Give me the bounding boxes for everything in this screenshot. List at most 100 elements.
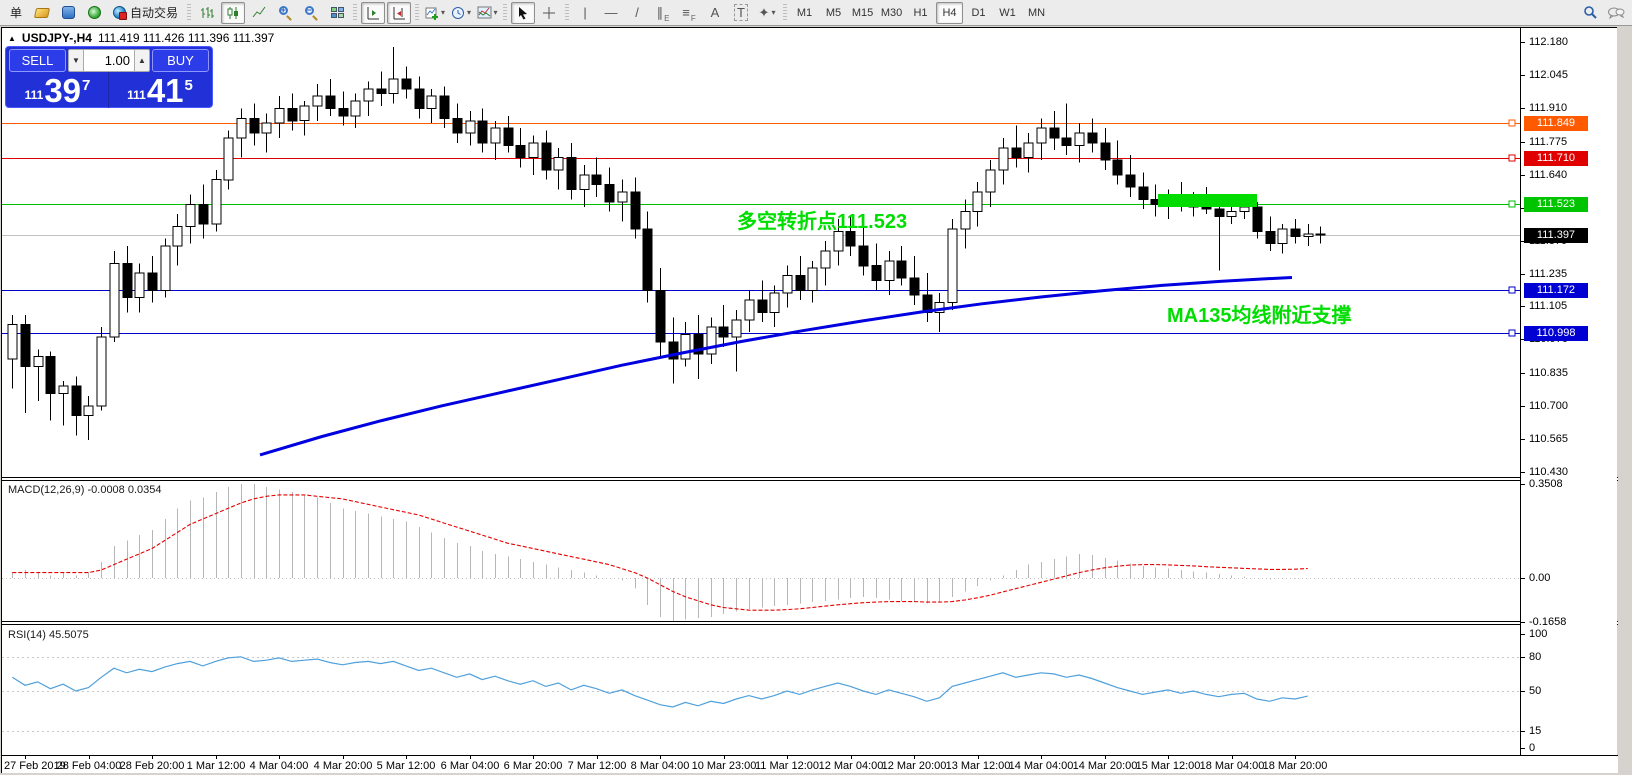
- candle-body: [1049, 127, 1060, 139]
- collapse-arrow-icon[interactable]: ▲: [8, 33, 16, 43]
- highlight-box[interactable]: [1158, 194, 1257, 207]
- timeframe-h1[interactable]: H1: [913, 6, 928, 19]
- market-watch-button[interactable]: [30, 2, 54, 24]
- time-axis-label: 7 Mar 12:00: [567, 760, 627, 772]
- periods-button[interactable]: ▾: [449, 2, 473, 24]
- cursor-button[interactable]: [511, 1, 536, 24]
- new-order-label: 单: [9, 6, 22, 20]
- macd-indicator-label: MACD(12,26,9) -0.0008 0.0354: [8, 484, 162, 496]
- macd-tick-label: 0.3508: [1529, 478, 1563, 490]
- candle-body: [172, 225, 183, 247]
- timeframe-w1[interactable]: W1: [999, 6, 1016, 19]
- line-chart-button[interactable]: [247, 2, 271, 24]
- rsi-pane[interactable]: [2, 625, 1520, 755]
- timeframe-m15[interactable]: M15: [851, 6, 874, 19]
- bar-chart-button[interactable]: [195, 2, 219, 24]
- price-axis[interactable]: 112.180 112.045 111.910 111.775 111.640 111.5…: [1520, 28, 1617, 755]
- channel-tool[interactable]: ∥ E: [651, 2, 675, 24]
- timeframe-mn[interactable]: MN: [1027, 6, 1046, 19]
- volume-up-button[interactable]: ▲: [134, 49, 150, 72]
- sell-price[interactable]: 111 39 7: [7, 72, 109, 108]
- new-order-button[interactable]: 单: [4, 2, 28, 24]
- buy-button[interactable]: BUY: [152, 49, 209, 72]
- crosshair-button[interactable]: [537, 2, 561, 24]
- price-tick-label: 112.045: [1529, 69, 1568, 81]
- text-label-tool[interactable]: T: [729, 2, 753, 24]
- zoom-in-button[interactable]: +: [273, 2, 297, 24]
- bar-chart-icon: [201, 6, 215, 18]
- candle-body: [1252, 206, 1263, 232]
- horizontal-line-tool[interactable]: —: [599, 2, 623, 24]
- vertical-line-tool[interactable]: |: [573, 2, 597, 24]
- text-tool[interactable]: A: [703, 2, 727, 24]
- time-axis[interactable]: 27 Feb 2019 28 Feb 04:00 28 Feb 20:00 1 Mar…: [2, 755, 1618, 773]
- toolbar-handle: [783, 3, 788, 22]
- time-tick-mark: [1295, 756, 1296, 759]
- macd-pane[interactable]: [2, 480, 1520, 625]
- candle-body: [1138, 186, 1149, 200]
- fibonacci-tool[interactable]: ≡ F: [677, 2, 701, 24]
- candle-body: [706, 326, 717, 355]
- timeframe-m30[interactable]: M30: [880, 6, 903, 19]
- volume-down-button[interactable]: ▼: [68, 49, 84, 72]
- level-handle[interactable]: [1508, 119, 1516, 127]
- candlestick-chart-button[interactable]: [221, 1, 246, 24]
- candle-body: [439, 95, 450, 119]
- chevron-down-icon: ▾: [467, 8, 472, 17]
- rsi-tick-label: 50: [1529, 685, 1542, 697]
- candle-body: [401, 78, 412, 90]
- time-tick-mark: [851, 756, 852, 759]
- sell-price-point: 7: [82, 77, 91, 94]
- autotrading-label: 自动交易: [130, 6, 179, 20]
- level-handle[interactable]: [1508, 154, 1516, 162]
- axis-tick-mark: [1521, 208, 1525, 209]
- autotrading-button[interactable]: 自动交易: [108, 2, 183, 24]
- level-handle[interactable]: [1508, 200, 1516, 208]
- sell-button[interactable]: SELL: [9, 49, 66, 72]
- candle-body: [528, 142, 539, 159]
- candle-body: [731, 319, 742, 338]
- zoom-out-button[interactable]: −: [299, 2, 323, 24]
- crosshair-icon: [543, 6, 556, 19]
- price-tick-label: 111.105: [1529, 300, 1568, 312]
- candle-body: [477, 120, 488, 144]
- chart-shift-button[interactable]: [387, 1, 412, 24]
- buy-price[interactable]: 111 41 5: [109, 72, 211, 108]
- pane-separator[interactable]: [2, 621, 1618, 625]
- volume-input[interactable]: [84, 49, 134, 72]
- timeframe-m5[interactable]: M5: [825, 6, 842, 19]
- level-handle[interactable]: [1508, 286, 1516, 294]
- rsi-tick-label: 0: [1529, 742, 1536, 754]
- arrows-tool[interactable]: ✦ ▾: [755, 2, 779, 24]
- timeframe-h4[interactable]: H4: [936, 1, 964, 24]
- rsi-indicator-label: RSI(14) 45.5075: [8, 629, 89, 641]
- axis-tick-mark: [1521, 339, 1525, 340]
- timeframe-d1[interactable]: D1: [971, 6, 986, 19]
- time-tick-mark: [406, 756, 407, 759]
- trendline-icon: /: [635, 5, 639, 20]
- rsi-line: [11, 656, 1308, 708]
- candle-body: [858, 245, 869, 267]
- ma135-line[interactable]: [259, 276, 1293, 457]
- axis-tick-mark: [1521, 472, 1525, 473]
- main-price-pane[interactable]: 多空转折点111.523 MA135均线附近支撑: [2, 28, 1520, 480]
- signals-button[interactable]: [82, 2, 106, 24]
- level-handle[interactable]: [1508, 329, 1516, 337]
- chat-button[interactable]: [1604, 2, 1628, 24]
- toolbar-handle: [565, 3, 570, 22]
- search-button[interactable]: [1578, 2, 1602, 24]
- templates-button[interactable]: ▾: [475, 2, 499, 24]
- chevron-down-icon: ▾: [441, 8, 446, 17]
- tile-windows-button[interactable]: [325, 2, 349, 24]
- autotrading-icon: [113, 6, 127, 20]
- axis-tick-mark: [1521, 306, 1525, 307]
- timeframe-m1[interactable]: M1: [796, 6, 813, 19]
- candle-body: [1036, 127, 1047, 144]
- trendline-tool[interactable]: /: [625, 2, 649, 24]
- data-window-button[interactable]: [56, 2, 80, 24]
- candle-body: [655, 289, 666, 343]
- indicators-button[interactable]: ▾: [423, 2, 447, 24]
- pane-separator[interactable]: [2, 477, 1618, 481]
- auto-scroll-button[interactable]: [361, 1, 386, 24]
- buy-price-figure: 111: [127, 88, 146, 102]
